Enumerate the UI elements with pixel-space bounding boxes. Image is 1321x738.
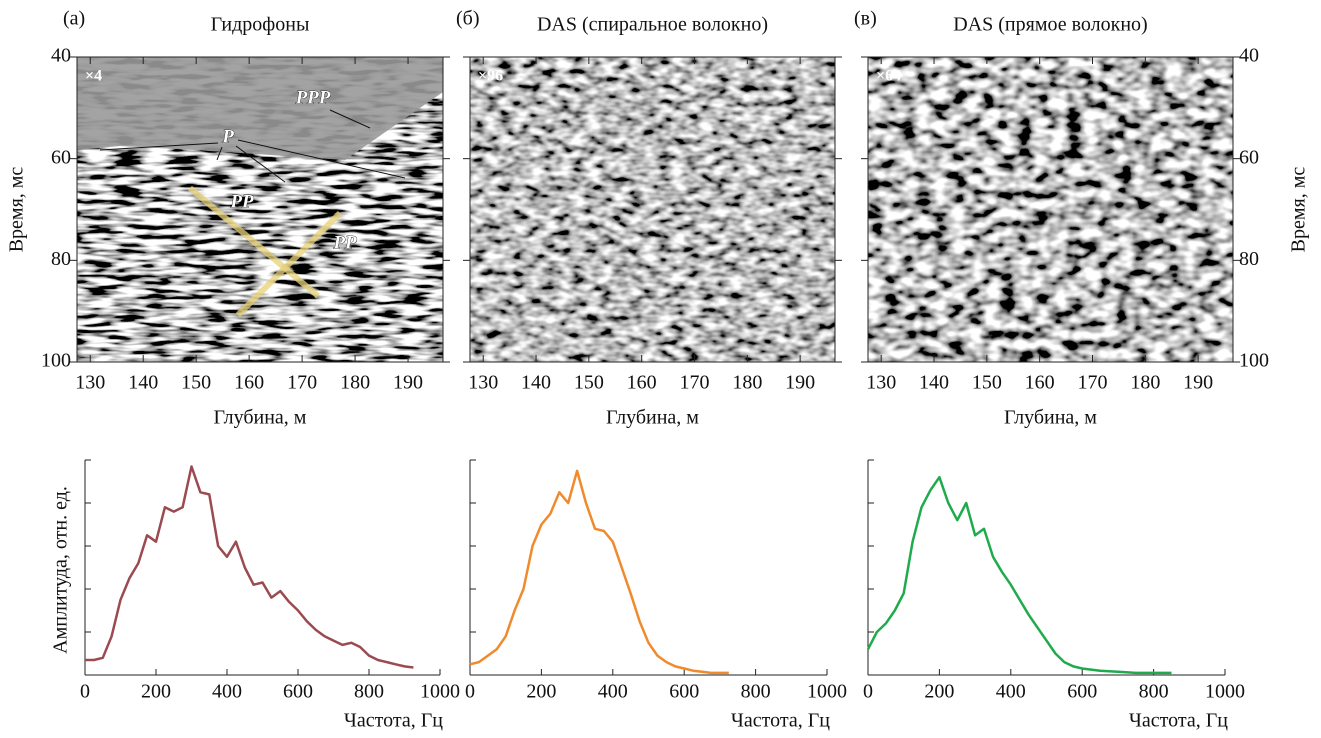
y-tick-label: 40: [1239, 45, 1259, 67]
frame: [469, 56, 836, 363]
x-tick-label: 140: [521, 372, 551, 394]
x-tick-label: 400: [598, 681, 628, 703]
leader-line: [329, 109, 371, 129]
leader-line: [216, 146, 223, 161]
x-tick-label: 170: [679, 372, 709, 394]
frame: [867, 56, 1234, 363]
leader-line: [237, 139, 406, 179]
y-axis-label: Амплитуда, отн. ед.: [50, 486, 72, 654]
y-tick-label: 80: [51, 248, 71, 270]
x-tick-label: 800: [354, 681, 384, 703]
x-tick-label: 160: [234, 372, 264, 394]
x-tick-label: 140: [128, 372, 158, 394]
event-line: [235, 210, 343, 318]
y-tick-label: 40: [51, 45, 71, 67]
y-tick-label: 60: [51, 146, 71, 168]
x-axis-label: Глубина, м: [214, 407, 307, 429]
y-tick-label: 60: [1239, 146, 1259, 168]
y-tick-label: 100: [1239, 350, 1269, 372]
spectrum-line: [85, 465, 414, 669]
x-tick-label: 130: [468, 372, 498, 394]
x-tick-label: 130: [866, 372, 896, 394]
x-tick-label: 0: [80, 681, 90, 703]
x-tick-label: 180: [732, 372, 762, 394]
x-tick-label: 800: [741, 681, 771, 703]
x-axis-label: Частота, Гц: [344, 710, 443, 732]
x-tick-label: 0: [465, 681, 475, 703]
x-tick-label: 190: [1183, 372, 1213, 394]
x-tick-label: 150: [574, 372, 604, 394]
x-tick-label: 200: [924, 681, 954, 703]
panel-title: DAS (спиральное волокно): [537, 14, 768, 36]
gain-label: ×4: [85, 68, 102, 85]
x-tick-label: 180: [1130, 372, 1160, 394]
x-tick-label: 180: [340, 372, 370, 394]
spectrum-line: [866, 475, 1172, 675]
x-tick-label: 1000: [420, 681, 460, 703]
x-tick-label: 1000: [1205, 681, 1245, 703]
panel-label: (б): [456, 8, 480, 30]
x-tick-label: 1000: [807, 681, 847, 703]
panel-title: Гидрофоны: [211, 14, 310, 36]
x-tick-label: 400: [212, 681, 242, 703]
y-tick-label: 80: [1239, 248, 1259, 270]
x-tick-label: 170: [287, 372, 317, 394]
x-tick-label: 200: [141, 681, 171, 703]
y-tick-label: 100: [41, 350, 71, 372]
frame: [76, 56, 444, 363]
x-axis-label: Частота, Гц: [1129, 710, 1228, 732]
event-line: [188, 185, 320, 299]
x-tick-label: 600: [669, 681, 699, 703]
x-tick-label: 190: [393, 372, 423, 394]
x-axis-label: Глубина, м: [606, 407, 699, 429]
x-tick-label: 170: [1077, 372, 1107, 394]
x-tick-label: 140: [919, 372, 949, 394]
panel-title: DAS (прямое волокно): [953, 14, 1147, 36]
seismic-image: [868, 57, 1233, 362]
leader-line: [99, 142, 219, 151]
x-tick-label: 150: [181, 372, 211, 394]
panel-label: (в): [854, 8, 877, 30]
x-tick-label: 400: [996, 681, 1026, 703]
x-axis-label: Частота, Гц: [731, 710, 830, 732]
annotation: PPP: [295, 87, 331, 108]
x-axis-label: Глубина, м: [1004, 407, 1097, 429]
x-tick-label: 600: [283, 681, 313, 703]
seismic-image: [470, 57, 835, 362]
x-tick-label: 0: [863, 681, 873, 703]
spectrum-line: [469, 469, 729, 675]
leader-line: [235, 145, 286, 183]
annotation: P: [221, 126, 234, 147]
x-tick-label: 200: [526, 681, 556, 703]
annotation: PP: [229, 191, 254, 212]
x-tick-label: 130: [75, 372, 105, 394]
y-axis-label: Время, мс: [1288, 167, 1310, 253]
y-axis-label: Время, мс: [6, 167, 28, 253]
x-tick-label: 160: [627, 372, 657, 394]
gain-label: ×64: [876, 68, 901, 85]
x-tick-label: 190: [785, 372, 815, 394]
annotation: PP: [332, 232, 357, 253]
quiet-zone: [77, 57, 443, 160]
gain-label: ×96: [478, 68, 503, 85]
x-tick-label: 800: [1139, 681, 1169, 703]
x-tick-label: 150: [972, 372, 1002, 394]
x-tick-label: 160: [1025, 372, 1055, 394]
panel-label: (а): [63, 8, 85, 30]
x-tick-label: 600: [1067, 681, 1097, 703]
